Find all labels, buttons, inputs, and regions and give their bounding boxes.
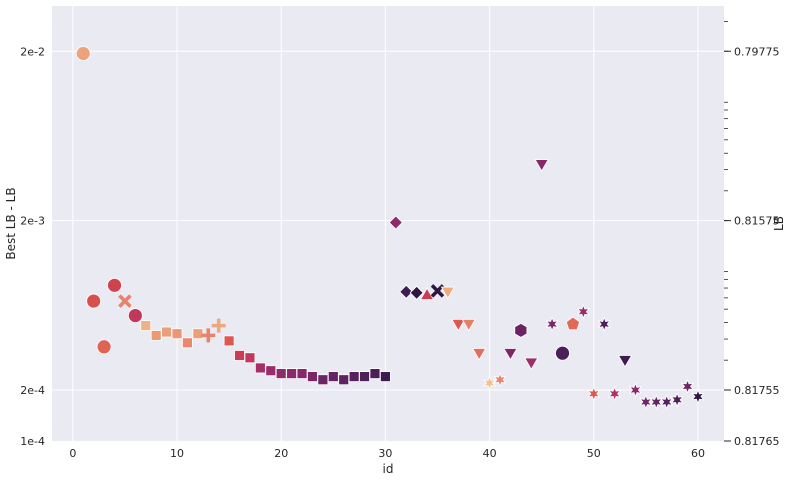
data-point-square bbox=[286, 368, 298, 379]
x-tick-label: 30 bbox=[378, 447, 392, 460]
data-point-triangle-down bbox=[451, 318, 466, 332]
data-point-star bbox=[691, 388, 705, 405]
y2-tick-label: 0.81755 bbox=[734, 384, 780, 397]
data-point-square bbox=[244, 352, 256, 364]
data-point-star bbox=[670, 392, 684, 408]
x-tick-label: 0 bbox=[69, 447, 76, 460]
y-tick-label: 2e-3 bbox=[20, 215, 45, 228]
data-point-square bbox=[254, 362, 266, 374]
data-point-square bbox=[296, 368, 308, 379]
data-point-triangle-down bbox=[503, 348, 518, 361]
data-point-star bbox=[493, 372, 507, 388]
data-point-star bbox=[680, 378, 695, 395]
data-point-triangle-down bbox=[534, 159, 549, 172]
data-point-hexagon bbox=[514, 322, 528, 338]
axis-ticks: 0 10 20 30 40 50 60 2e-2 2e-3 2e-4 1e-4 0.79775 0.81… bbox=[20, 21, 780, 460]
data-point-triangle-up bbox=[419, 287, 435, 300]
data-point-square bbox=[317, 374, 329, 386]
data-point-square bbox=[150, 330, 162, 341]
data-point-star bbox=[597, 316, 611, 332]
data-point-square bbox=[338, 374, 350, 386]
data-point-circle bbox=[75, 46, 91, 61]
data-point-diamond bbox=[409, 285, 424, 300]
x-tick-label: 60 bbox=[691, 447, 705, 460]
data-point-square bbox=[265, 365, 277, 377]
data-point-square bbox=[275, 368, 287, 379]
data-point-pentagon bbox=[565, 316, 581, 331]
data-point-square bbox=[161, 326, 173, 338]
y-tick-label: 1e-4 bbox=[20, 435, 45, 448]
data-point-plus bbox=[201, 328, 216, 343]
data-points bbox=[75, 46, 705, 410]
data-point-triangle-down bbox=[524, 357, 539, 370]
data-point-circle bbox=[555, 345, 570, 361]
data-point-star bbox=[660, 394, 674, 410]
x-axis-label: id bbox=[383, 462, 394, 476]
data-point-circle bbox=[127, 308, 143, 323]
y2-axis-label: LB bbox=[772, 216, 786, 231]
y2-tick-label: 0.79775 bbox=[734, 45, 780, 58]
data-point-star bbox=[545, 316, 559, 332]
data-point-square bbox=[171, 328, 183, 340]
data-point-x bbox=[118, 294, 132, 308]
x-tick-label: 50 bbox=[587, 447, 601, 460]
x-tick-label: 40 bbox=[483, 447, 497, 460]
data-point-square bbox=[307, 371, 318, 383]
data-point-star bbox=[576, 304, 590, 320]
data-point-circle bbox=[96, 339, 112, 355]
data-point-star bbox=[587, 386, 601, 402]
x-tick-label: 20 bbox=[274, 447, 288, 460]
y2-tick-label: 0.81575 bbox=[734, 215, 780, 228]
data-point-circle bbox=[86, 293, 102, 309]
data-point-square bbox=[140, 320, 152, 332]
data-point-square bbox=[234, 350, 245, 361]
data-point-triangle-down bbox=[617, 355, 633, 368]
data-point-triangle-down bbox=[440, 286, 456, 300]
x-tick-label: 10 bbox=[170, 447, 184, 460]
data-point-star bbox=[628, 382, 643, 398]
data-point-square bbox=[348, 371, 360, 383]
data-point-circle bbox=[107, 277, 122, 293]
data-point-diamond bbox=[388, 215, 403, 230]
data-point-diamond bbox=[399, 284, 414, 299]
data-point-triangle-down bbox=[471, 348, 487, 361]
y-axis-label: Best LB - LB bbox=[4, 187, 18, 259]
grid-lines bbox=[52, 6, 724, 441]
data-point-square bbox=[369, 368, 381, 379]
data-point-plus bbox=[211, 318, 226, 333]
y-tick-label: 2e-4 bbox=[20, 384, 45, 397]
data-point-square bbox=[182, 337, 193, 349]
plot-area bbox=[52, 6, 724, 441]
data-point-triangle-down bbox=[461, 318, 476, 332]
data-point-star bbox=[608, 386, 622, 402]
y-tick-label: 2e-2 bbox=[20, 45, 45, 58]
data-point-square bbox=[223, 335, 235, 347]
data-point-square bbox=[327, 371, 339, 383]
data-point-square bbox=[379, 371, 391, 383]
data-point-star bbox=[482, 375, 497, 391]
data-point-square bbox=[359, 371, 370, 383]
y2-tick-label: 0.81765 bbox=[734, 435, 780, 448]
